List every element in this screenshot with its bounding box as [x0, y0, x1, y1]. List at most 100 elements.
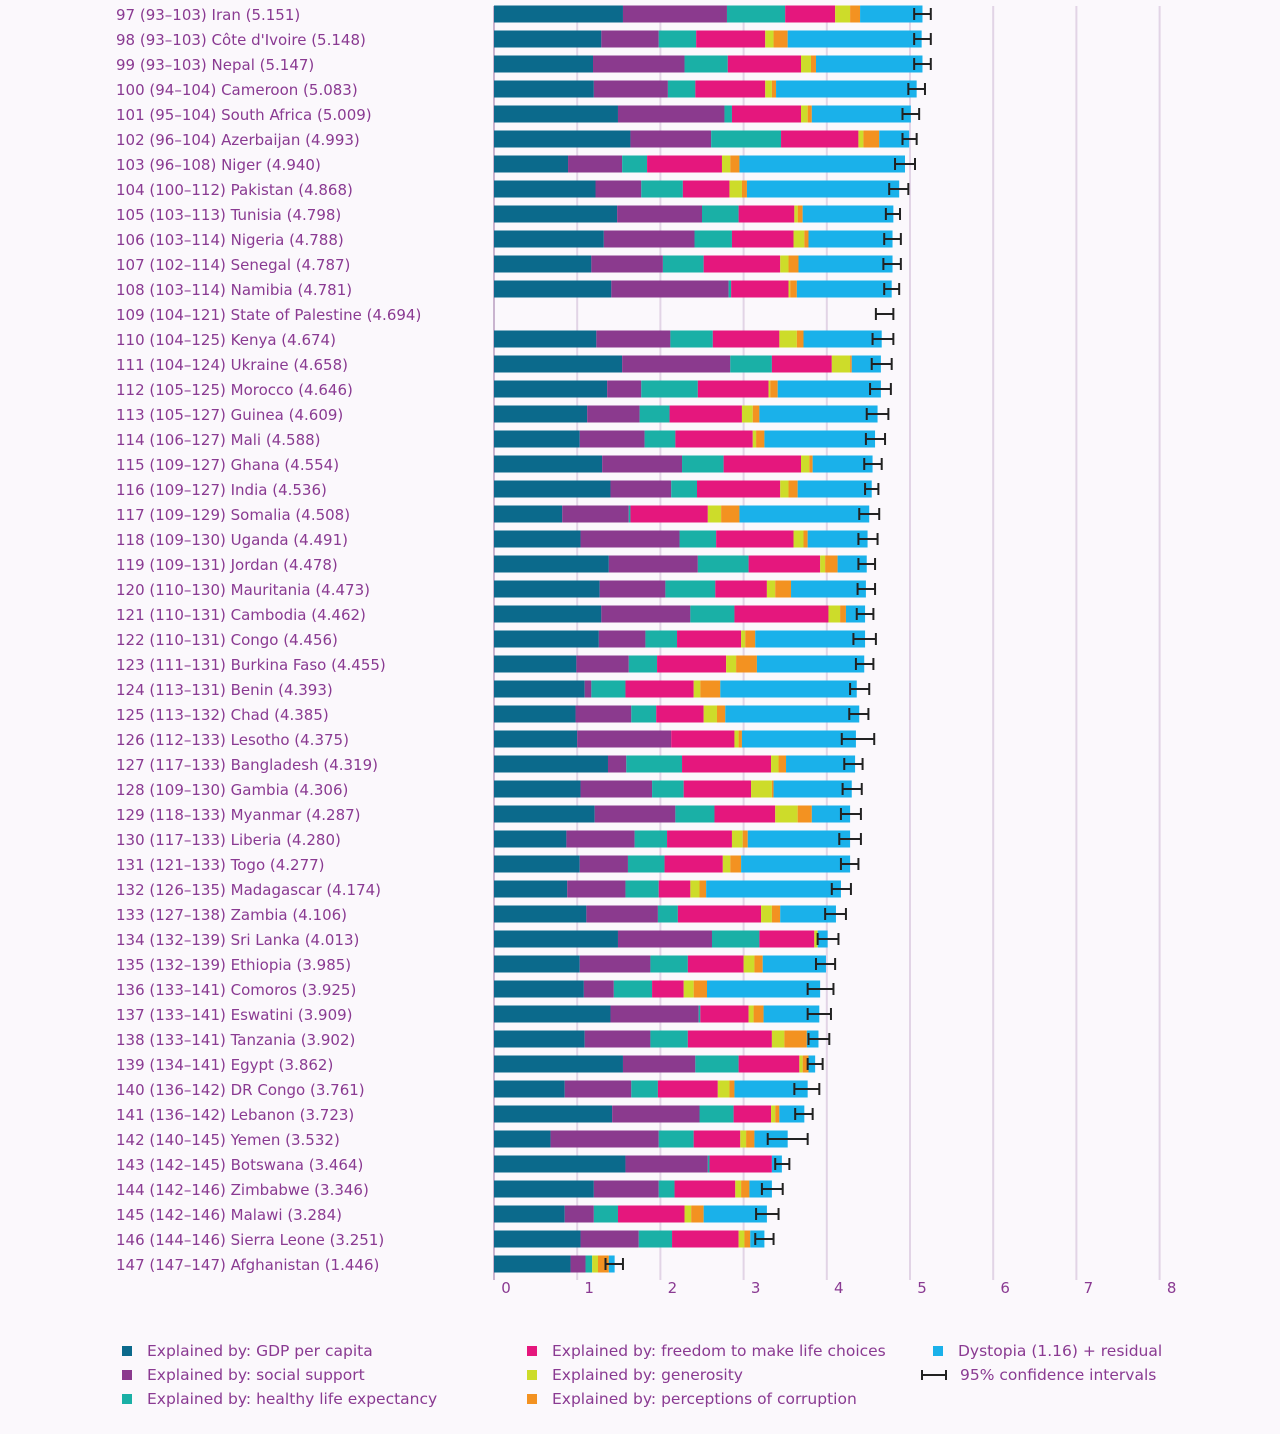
- bar-segment-social: [594, 805, 676, 823]
- bar-segment-freedom: [696, 30, 766, 48]
- row-label: 126 (112–133) Lesotho (4.375): [116, 731, 349, 749]
- bar-segment-dystopia: [808, 230, 893, 248]
- bar-segment-freedom: [693, 1130, 741, 1148]
- bar-segment-generosity: [794, 205, 798, 223]
- row-label: 146 (144–146) Sierra Leone (3.251): [116, 1231, 384, 1249]
- bar-segment-corruption: [797, 805, 812, 823]
- row-label: 129 (118–133) Myanmar (4.287): [116, 806, 361, 824]
- bar-segment-freedom: [625, 680, 694, 698]
- bar-segment-corruption: [775, 580, 792, 598]
- bar-segment-gdp: [494, 505, 563, 523]
- row-label: 136 (133–141) Comoros (3.925): [116, 981, 356, 999]
- bar-segment-social: [607, 380, 642, 398]
- bar-segment-freedom: [617, 1205, 685, 1223]
- bar-segment-social: [584, 680, 592, 698]
- row-label: 101 (95–104) South Africa (5.009): [116, 106, 372, 124]
- bar-segment-corruption: [752, 405, 760, 423]
- bar-segment-corruption: [738, 730, 742, 748]
- bar-segment-corruption: [741, 180, 747, 198]
- bar-segment-health: [690, 605, 735, 623]
- bar-segment-generosity: [752, 430, 757, 448]
- bar-segment-freedom: [727, 55, 802, 73]
- row-label: 116 (109–127) India (4.536): [116, 481, 327, 499]
- bar-segment-gdp: [494, 580, 600, 598]
- bar-segment-corruption: [784, 1030, 807, 1048]
- row-label: 123 (111–131) Burkina Faso (4.455): [116, 656, 386, 674]
- bar-segment-social: [599, 580, 666, 598]
- bar-segment-corruption: [778, 755, 787, 773]
- row-label: 102 (96–104) Azerbaijan (4.993): [116, 131, 360, 149]
- bar-segment-health: [730, 355, 772, 373]
- row-label: 142 (140–145) Yemen (3.532): [116, 1131, 340, 1149]
- row-label: 141 (136–142) Lebanon (3.723): [116, 1106, 354, 1124]
- bar-segment-health: [675, 805, 715, 823]
- bar-segment-social: [587, 405, 640, 423]
- bar-segment-freedom: [733, 1105, 772, 1123]
- bar-segment-corruption: [736, 655, 757, 673]
- bar-segment-dystopia: [791, 580, 866, 598]
- legend-swatch-corruption: [527, 1394, 537, 1404]
- bar-segment-dystopia: [807, 530, 868, 548]
- bar-segment-generosity: [801, 105, 808, 123]
- bar-segment-social: [611, 280, 729, 298]
- row-label: 143 (142–145) Botswana (3.464): [116, 1156, 363, 1174]
- bar-segment-gdp: [494, 780, 581, 798]
- row-label: 122 (110–131) Congo (4.456): [116, 631, 338, 649]
- bar-segment-gdp: [494, 630, 599, 648]
- bar-segment-freedom: [671, 730, 735, 748]
- bar-segment-health: [628, 655, 658, 673]
- bar-segment-social: [576, 655, 629, 673]
- bar-segment-freedom: [657, 655, 727, 673]
- bar-segment-corruption: [716, 705, 726, 723]
- legend-swatch-dystopia: [933, 1346, 943, 1356]
- legend-label-social: Explained by: social support: [147, 1366, 365, 1384]
- bar-segment-health: [679, 530, 717, 548]
- x-tick-label: 5: [917, 1279, 927, 1297]
- bar-segment-gdp: [494, 1055, 623, 1073]
- bar-segment-health: [631, 705, 657, 723]
- bar-segment-freedom: [657, 1080, 718, 1098]
- bar-segment-corruption: [797, 205, 803, 223]
- bar-segment-social: [584, 1030, 651, 1048]
- bar-segment-social: [625, 1155, 708, 1173]
- row-label: 130 (117–133) Liberia (4.280): [116, 831, 341, 849]
- bar-segment-freedom: [664, 855, 723, 873]
- bar-segment-social: [593, 55, 685, 73]
- bar-segment-generosity: [748, 1005, 754, 1023]
- bar-segment-dystopia: [739, 505, 870, 523]
- bar-segment-health: [697, 555, 749, 573]
- bar-segment-health: [628, 505, 631, 523]
- bar-segment-corruption: [771, 780, 774, 798]
- bar-segment-dystopia: [797, 480, 872, 498]
- legend-item-corruption: Explained by: perceptions of corruption: [527, 1390, 857, 1408]
- row-label: 117 (109–129) Somalia (4.508): [116, 506, 350, 524]
- bar-segment-freedom: [682, 755, 772, 773]
- row-label: 127 (117–133) Bangladesh (4.319): [116, 756, 378, 774]
- bar-segment-freedom: [759, 930, 815, 948]
- bar-segment-health: [728, 280, 732, 298]
- legend-label-ci: 95% confidence intervals: [960, 1366, 1157, 1384]
- bar-segment-gdp: [494, 1180, 594, 1198]
- bar-segment-social: [580, 530, 680, 548]
- row-label: 104 (100–112) Pakistan (4.868): [116, 181, 353, 199]
- bar-segment-freedom: [683, 780, 752, 798]
- row-label: 108 (103–114) Namibia (4.781): [116, 281, 352, 299]
- bar-segment-dystopia: [803, 330, 882, 348]
- bar-segment-gdp: [494, 680, 585, 698]
- bar-segment-corruption: [790, 280, 797, 298]
- bar-segment-social: [603, 230, 695, 248]
- bar-segment-dystopia: [776, 80, 917, 98]
- bar-segment-dystopia: [764, 430, 876, 448]
- bar-segment-dystopia: [780, 905, 836, 923]
- bar-segment-corruption: [700, 680, 721, 698]
- bar-segment-dystopia: [773, 780, 852, 798]
- bar-segment-social: [580, 1230, 639, 1248]
- bar-segment-freedom: [674, 1180, 736, 1198]
- bar-segment-dystopia: [845, 605, 866, 623]
- bar-segment-health: [702, 205, 739, 223]
- bar-segment-gdp: [494, 980, 584, 998]
- bar-segment-gdp: [494, 30, 602, 48]
- bar-segment-corruption: [771, 905, 781, 923]
- bar-segment-social: [564, 1205, 594, 1223]
- bar-segment-dystopia: [747, 830, 851, 848]
